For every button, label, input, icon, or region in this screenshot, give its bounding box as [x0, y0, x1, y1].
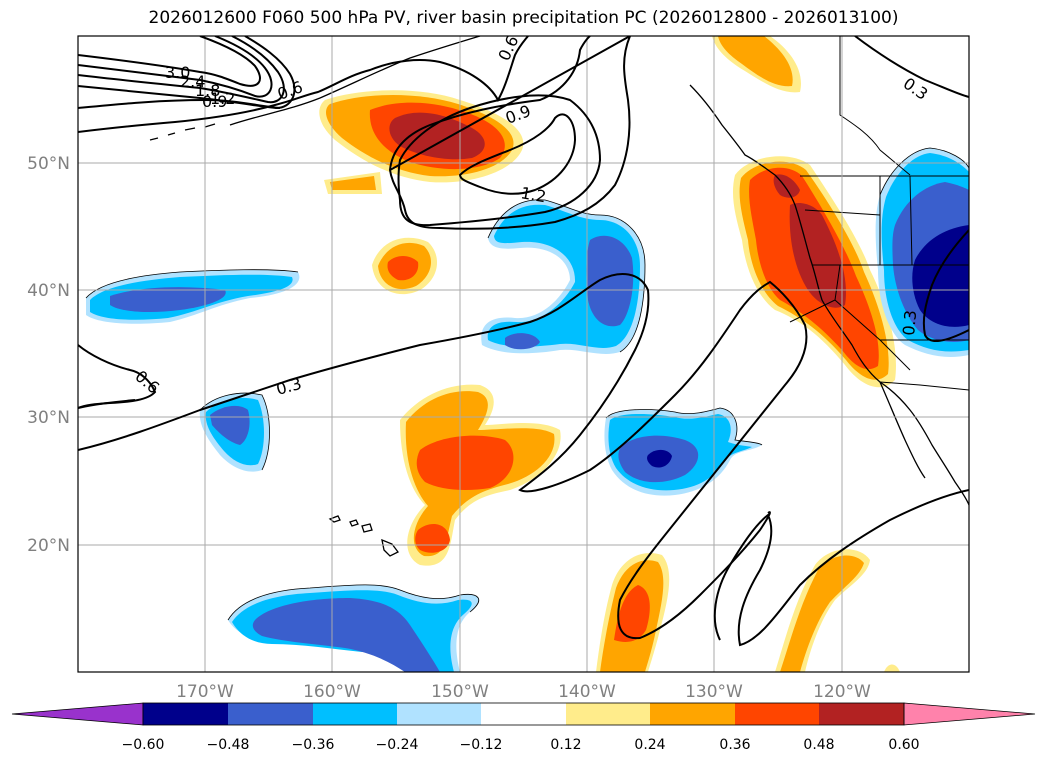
alaska-canada-border: [839, 36, 911, 176]
pv-contour-0.3-southeast: [713, 489, 969, 647]
lon-label-120w: 120°W: [813, 682, 871, 702]
colorbar-tick: 0.24: [634, 737, 665, 753]
map-title: 2026012600 F060 500 hPa PV, river basin …: [148, 8, 899, 28]
pv-contour-0.9: [78, 98, 281, 109]
coastlines: [149, 36, 969, 557]
colorbar-tick: −0.48: [207, 737, 250, 753]
lon-label-150w: 150°W: [431, 682, 489, 702]
colorbar-bin-1: [143, 703, 228, 725]
lon-labels: 170°W 160°W 150°W 140°W 130°W 120°W: [176, 682, 871, 702]
lat-label-40n: 40°N: [27, 281, 70, 301]
lon-label-140w: 140°W: [558, 682, 616, 702]
colorbar-tick: 0.48: [803, 737, 834, 753]
contour-label-1.2-loop: 1.2: [519, 183, 547, 206]
colorbar-bin-9: [819, 703, 904, 725]
lat-labels: 50°N 40°N 30°N 20°N: [27, 154, 70, 556]
colorbar-tick: −0.36: [292, 737, 335, 753]
lon-label-160w: 160°W: [303, 682, 361, 702]
contour-label-0.3-inland: 0.3: [899, 309, 920, 336]
colorbar: −0.60 −0.48 −0.36 −0.24 −0.12 0.12 0.24 …: [11, 702, 1036, 753]
colorbar-tick: 0.12: [550, 737, 581, 753]
map-area: 3.0 2.4 1.8 1.2 0.9 0.6 0.6 0.9 1.2 0.3 …: [78, 36, 969, 672]
colorbar-bin-2: [228, 703, 313, 725]
baja-coastline: [879, 381, 926, 479]
pv-contour-2.4: [78, 36, 273, 98]
colorbar-low-extension: [11, 702, 144, 726]
pv-contour-3.0: [78, 36, 261, 87]
pv-contour-0.6-loop: [388, 36, 632, 230]
pv-contour-1.8: [78, 36, 285, 104]
negative-anomaly-fills: [86, 148, 969, 672]
pv-contour-0.6-north: [78, 36, 529, 133]
north-america-west-coast: [689, 84, 969, 506]
gridlines: [78, 36, 969, 672]
contour-label-1.8: 1.8: [195, 81, 220, 100]
colorbar-bin-4: [397, 703, 481, 725]
pv-contour-0.3-northeast: [854, 36, 969, 98]
contour-label-1.2: 1.2: [210, 89, 235, 108]
alaska-coastline: [229, 36, 481, 126]
hawaii-islands: [328, 515, 399, 557]
pv-contour-0.9-mid: [397, 94, 602, 227]
colorbar-tick: −0.24: [376, 737, 419, 753]
pv-contour-0.3-west: [78, 399, 136, 409]
colorbar-tick: 0.36: [719, 737, 750, 753]
colorbar-tick-labels: −0.60 −0.48 −0.36 −0.24 −0.12 0.12 0.24 …: [122, 737, 920, 753]
colorbar-high-extension: [903, 702, 1036, 726]
pv-contour-1.2-loop: [458, 113, 577, 195]
lon-label-130w: 130°W: [685, 682, 743, 702]
lat-label-20n: 20°N: [27, 536, 70, 556]
lat-label-30n: 30°N: [27, 408, 70, 428]
lat-label-50n: 50°N: [27, 154, 70, 174]
colorbar-bin-8: [735, 703, 819, 725]
us-mexico-border: [879, 381, 969, 391]
colorbar-bin-5: [481, 703, 566, 725]
colorbar-tick: 0.60: [888, 737, 919, 753]
contour-label-3.0: 3.0: [165, 63, 190, 82]
map-frame: [77, 35, 970, 673]
pv-contours: [78, 36, 969, 647]
lon-label-170w: 170°W: [176, 682, 234, 702]
colorbar-tick: −0.12: [460, 737, 503, 753]
contour-label-0.9: 0.9: [202, 92, 227, 111]
colorbar-bin-7: [650, 703, 735, 725]
colorbar-bin-6: [566, 703, 650, 725]
colorbar-tick: −0.60: [122, 737, 165, 753]
pv-contour-0.3-inland: [922, 229, 969, 342]
contour-label-2.4: 2.4: [180, 72, 205, 91]
pv-contour-0.3-band: [78, 273, 808, 640]
colorbar-bin-3: [313, 703, 397, 725]
